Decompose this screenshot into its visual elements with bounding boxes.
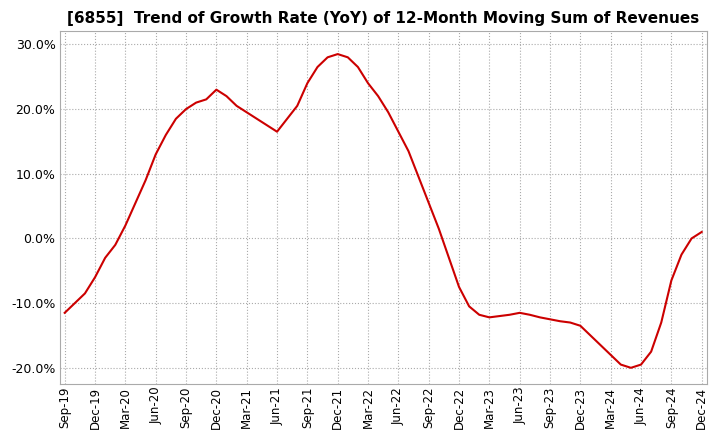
Title: [6855]  Trend of Growth Rate (YoY) of 12-Month Moving Sum of Revenues: [6855] Trend of Growth Rate (YoY) of 12-… bbox=[67, 11, 699, 26]
